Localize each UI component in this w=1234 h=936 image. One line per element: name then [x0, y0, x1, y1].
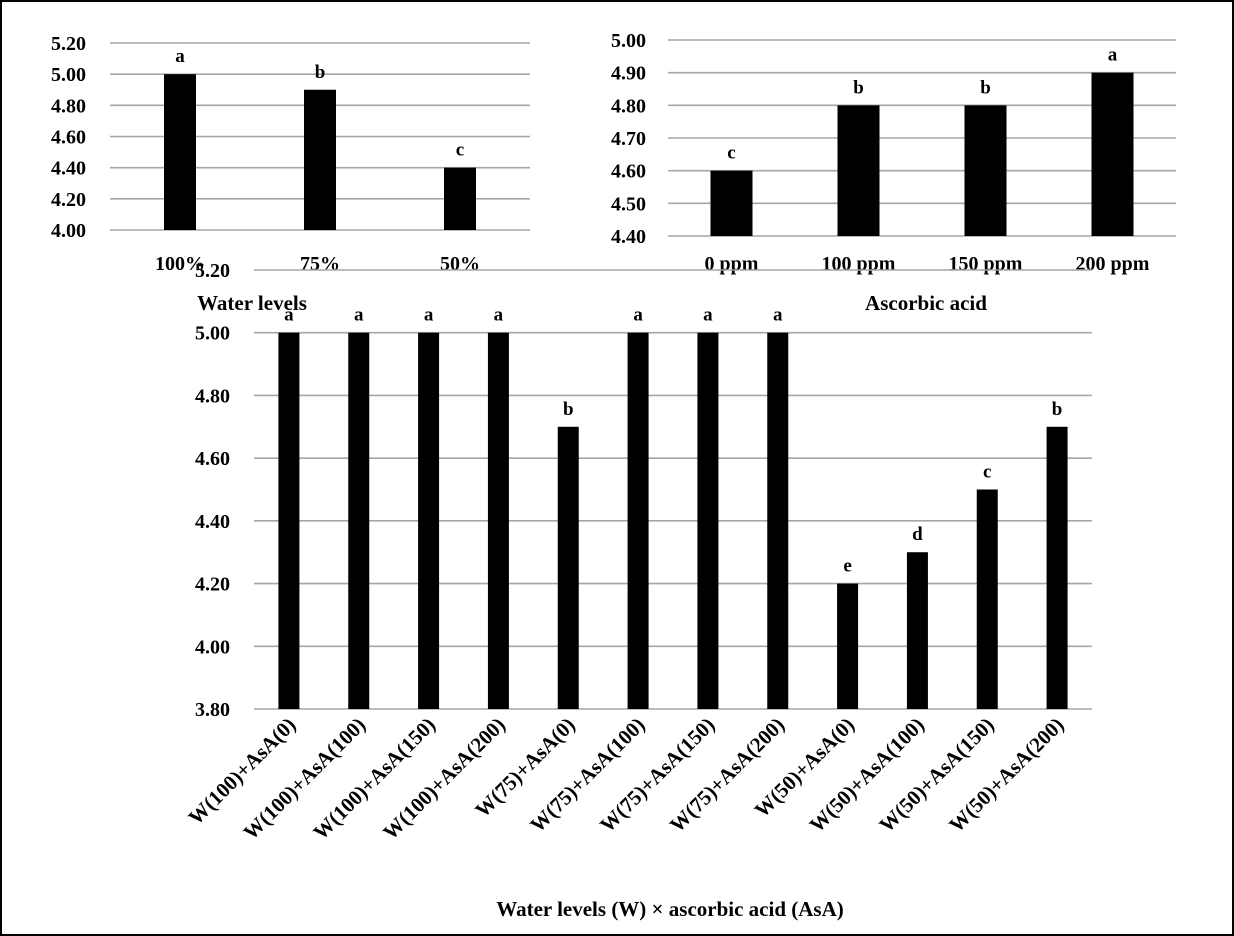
- data-label: a: [773, 305, 783, 326]
- x-category-label: 0 ppm: [705, 253, 759, 275]
- bar: [348, 332, 370, 709]
- x-category-label: W(100)+AsA(100): [238, 713, 370, 845]
- y-tick-label: 4.40: [51, 158, 86, 180]
- y-tick-label: 4.80: [51, 95, 86, 117]
- bar: [964, 105, 1007, 236]
- bar: [767, 332, 789, 709]
- bar: [906, 552, 928, 709]
- data-label: c: [727, 143, 735, 164]
- y-tick-label: 4.80: [195, 385, 230, 407]
- y-tick-label: 4.60: [611, 161, 646, 183]
- x-axis-title: Water levels: [197, 291, 307, 315]
- bar: [710, 170, 753, 236]
- bar: [278, 332, 300, 709]
- data-label: a: [1108, 45, 1118, 66]
- y-tick-label: 3.80: [195, 699, 230, 721]
- data-label: c: [456, 140, 464, 161]
- x-category-label: W(100)+AsA(150): [308, 713, 440, 845]
- data-label: b: [1052, 399, 1063, 420]
- y-tick-label: 4.60: [51, 127, 86, 149]
- bar: [837, 583, 859, 709]
- x-category-label: 50%: [440, 253, 480, 275]
- data-label: b: [563, 399, 574, 420]
- bar: [304, 89, 336, 230]
- y-tick-label: 4.80: [611, 95, 646, 117]
- bar: [1091, 72, 1134, 237]
- bar: [487, 332, 509, 709]
- chart-water-levels: 4.00 4.20 4.40 4.60 4.80 5.00 5.20 a 100% b 75% c 50…: [51, 33, 530, 315]
- data-label: a: [424, 305, 434, 326]
- data-label: e: [843, 556, 851, 577]
- data-label: c: [983, 462, 991, 483]
- data-label: a: [354, 305, 364, 326]
- x-category-label: 75%: [300, 253, 340, 275]
- data-label: d: [912, 524, 923, 545]
- y-tick-label: 5.00: [611, 30, 646, 52]
- x-category-label: W(100)+AsA(200): [378, 713, 510, 845]
- data-label: a: [633, 305, 643, 326]
- x-category-label: 100%: [155, 253, 205, 275]
- y-tick-label: 4.20: [195, 574, 230, 596]
- y-tick-label: 5.20: [195, 260, 230, 282]
- y-tick-label: 4.40: [195, 511, 230, 533]
- bar: [837, 105, 880, 236]
- data-label: b: [315, 62, 326, 83]
- x-category-label: 150 ppm: [949, 253, 1023, 275]
- y-tick-label: 5.00: [195, 323, 230, 345]
- data-label: a: [284, 305, 294, 326]
- data-label: a: [494, 305, 504, 326]
- data-label: a: [175, 46, 185, 67]
- bar: [444, 167, 476, 230]
- x-axis-title: Ascorbic acid: [865, 291, 987, 315]
- bar: [1046, 426, 1068, 709]
- data-label: a: [703, 305, 713, 326]
- y-tick-label: 4.60: [195, 448, 230, 470]
- chart-water-x-ascorbic: 3.80 4.00 4.20 4.40 4.60 4.80 5.00 5.20 a W(100)+…: [183, 260, 1092, 921]
- chart-ascorbic-acid: 4.40 4.50 4.60 4.70 4.80 4.90 5.00 c 0 ppm b 100 p…: [611, 30, 1176, 315]
- data-label: b: [853, 77, 864, 98]
- y-tick-label: 5.00: [51, 64, 86, 86]
- x-axis-title: Water levels (W) × ascorbic acid (AsA): [496, 897, 844, 921]
- y-tick-label: 4.20: [51, 189, 86, 211]
- bar: [627, 332, 649, 709]
- y-tick-label: 4.00: [51, 220, 86, 242]
- x-category-label: 200 ppm: [1076, 253, 1150, 275]
- y-tick-label: 4.00: [195, 636, 230, 658]
- bar: [164, 74, 196, 231]
- y-tick-label: 5.20: [51, 33, 86, 55]
- bar: [697, 332, 719, 709]
- y-tick-label: 4.90: [611, 63, 646, 85]
- y-tick-label: 4.70: [611, 128, 646, 150]
- bar: [976, 489, 998, 709]
- bar: [557, 426, 579, 709]
- y-tick-label: 4.50: [611, 193, 646, 215]
- bar: [418, 332, 440, 709]
- y-tick-label: 4.40: [611, 226, 646, 248]
- x-category-label: 100 ppm: [822, 253, 896, 275]
- data-label: b: [980, 77, 991, 98]
